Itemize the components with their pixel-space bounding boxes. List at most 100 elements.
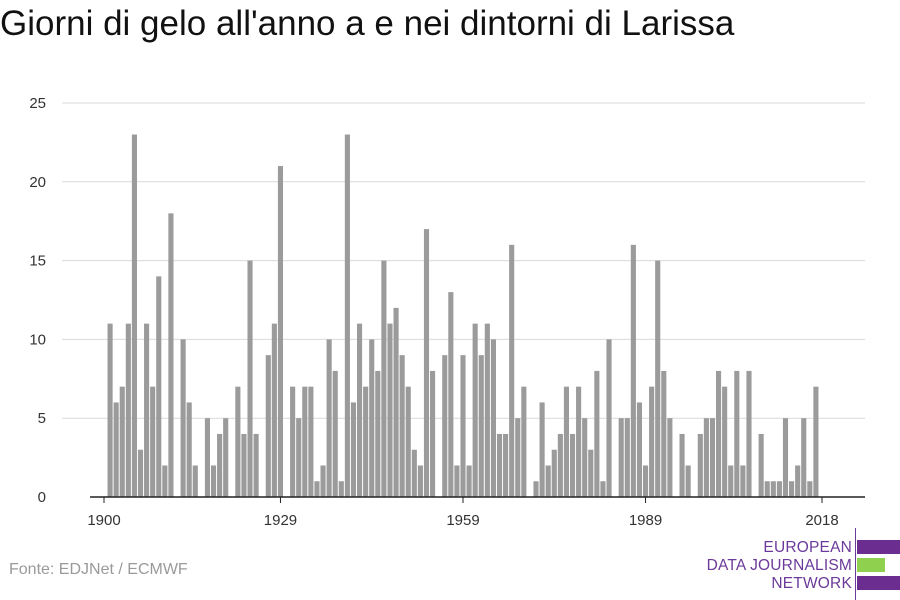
bar[interactable] [515,418,521,497]
bar[interactable] [764,481,770,497]
bar[interactable] [630,244,636,497]
bar[interactable] [472,323,478,497]
bar[interactable] [350,402,357,497]
bar[interactable] [697,433,703,497]
bar[interactable] [168,213,174,497]
bar[interactable] [782,418,789,497]
bar[interactable] [375,370,381,497]
bar[interactable] [314,481,320,497]
bar[interactable] [618,418,624,497]
bar[interactable] [144,323,150,497]
bar[interactable] [649,386,655,497]
bar[interactable] [381,260,387,497]
bar[interactable] [801,418,807,497]
bar[interactable] [642,465,649,497]
bar[interactable] [363,386,369,497]
bar[interactable] [503,433,509,497]
bar[interactable] [636,402,643,497]
bar[interactable] [728,465,734,497]
bar[interactable] [655,260,661,497]
bar[interactable] [411,449,417,497]
bar[interactable] [387,323,393,497]
bar[interactable] [241,433,247,497]
bar[interactable] [576,386,582,497]
bar[interactable] [357,323,363,497]
bar[interactable] [734,370,740,497]
bar[interactable] [417,465,423,497]
bar[interactable] [563,386,569,497]
bar[interactable] [679,433,685,497]
bar[interactable] [113,402,119,497]
bar[interactable] [107,323,113,497]
bar[interactable] [557,433,563,497]
bar[interactable] [448,292,454,497]
bar[interactable] [594,370,600,497]
bar[interactable] [265,355,271,497]
bar[interactable] [454,465,460,497]
bar[interactable] [223,418,229,497]
bar[interactable] [569,433,576,497]
bar[interactable] [290,386,296,497]
bar[interactable] [484,323,490,497]
bar[interactable] [308,386,314,497]
bar[interactable] [496,433,503,497]
bar[interactable] [393,307,399,497]
bar[interactable] [722,386,728,497]
bar[interactable] [716,370,722,497]
bar[interactable] [740,465,746,497]
bar[interactable] [338,481,344,497]
bar[interactable] [332,370,338,497]
bar[interactable] [758,433,764,497]
bar[interactable] [509,244,515,497]
bar[interactable] [661,370,667,497]
bar[interactable] [551,449,557,497]
bar[interactable] [624,418,630,497]
bar[interactable] [545,465,551,497]
bar[interactable] [137,449,144,497]
bar[interactable] [685,465,691,497]
bar[interactable] [253,433,259,497]
bar[interactable] [344,134,350,497]
bar[interactable] [430,370,436,497]
bar[interactable] [277,166,284,498]
bar[interactable] [247,260,253,497]
bar[interactable] [460,355,466,497]
bar[interactable] [119,386,125,497]
bar[interactable] [271,323,277,497]
bar[interactable] [703,418,709,497]
bar[interactable] [369,339,375,497]
bar[interactable] [588,449,594,497]
bar[interactable] [405,386,411,497]
bar[interactable] [162,465,168,497]
bar[interactable] [131,134,137,497]
bar[interactable] [320,465,326,497]
bar[interactable] [521,386,527,497]
bar[interactable] [180,339,186,497]
bar[interactable] [478,355,484,497]
bar[interactable] [770,481,776,497]
bar[interactable] [150,386,156,497]
bar[interactable] [709,418,716,497]
bar[interactable] [746,370,752,497]
bar[interactable] [296,418,302,497]
bar[interactable] [606,339,612,497]
bar[interactable] [192,465,198,497]
bar[interactable] [466,465,472,497]
bar[interactable] [490,339,496,497]
bar[interactable] [807,481,813,497]
bar[interactable] [186,402,192,497]
bar[interactable] [442,355,448,497]
bar[interactable] [210,465,217,497]
bar[interactable] [776,481,782,497]
bar[interactable] [667,418,673,497]
bar[interactable] [795,465,801,497]
bar[interactable] [539,402,545,497]
bar[interactable] [399,355,405,497]
bar[interactable] [302,386,308,497]
bar[interactable] [156,276,162,497]
bar[interactable] [326,339,332,497]
bar[interactable] [533,481,539,497]
bar[interactable] [423,229,430,497]
bar[interactable] [217,433,223,497]
bar[interactable] [600,481,606,497]
